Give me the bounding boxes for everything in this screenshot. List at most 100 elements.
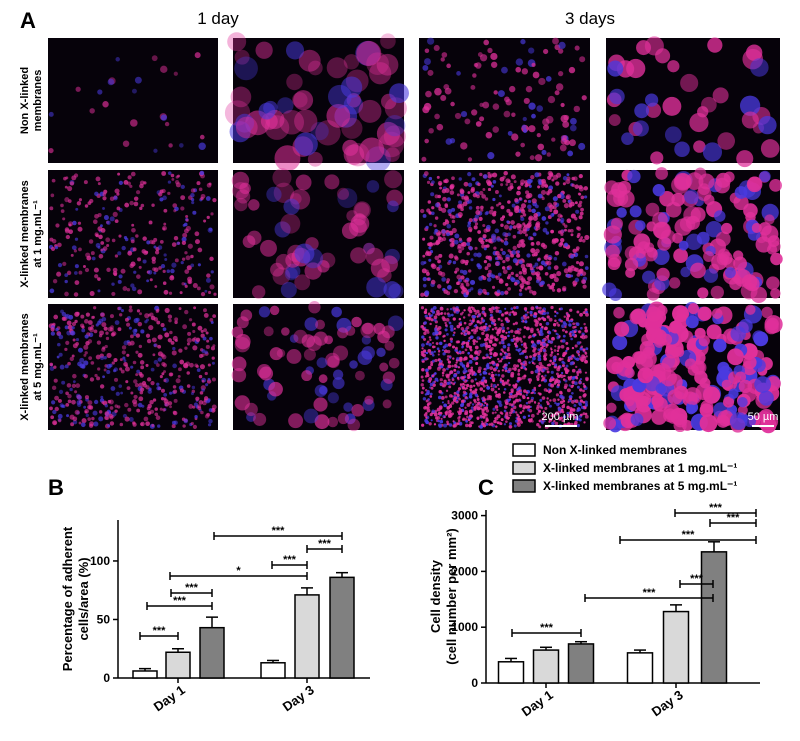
- cell: [546, 401, 549, 404]
- cell: [75, 383, 80, 388]
- cell: [541, 150, 546, 155]
- cell: [567, 151, 573, 157]
- cell: [428, 377, 432, 381]
- legend-swatch: [513, 480, 535, 492]
- cell: [83, 360, 88, 365]
- cell: [458, 212, 463, 217]
- cell: [461, 351, 464, 354]
- cell: [556, 271, 561, 276]
- cell: [581, 345, 584, 348]
- cell: [427, 181, 430, 184]
- cell: [491, 383, 493, 385]
- cell: [170, 275, 174, 279]
- cell: [747, 177, 763, 193]
- cell: [502, 176, 505, 179]
- cell: [89, 239, 93, 243]
- cell: [558, 42, 565, 49]
- cell: [476, 121, 482, 127]
- cell: [518, 370, 520, 372]
- cell: [52, 239, 56, 243]
- significance-label: ***: [540, 622, 554, 634]
- cell: [134, 318, 139, 323]
- cell: [435, 331, 439, 335]
- cell: [164, 402, 169, 407]
- cell: [169, 292, 172, 295]
- cell: [155, 250, 159, 254]
- cell: [523, 344, 527, 348]
- cell: [234, 57, 258, 81]
- cell: [508, 331, 511, 334]
- cell: [529, 382, 531, 384]
- cell: [442, 368, 446, 372]
- cell: [459, 177, 462, 180]
- cell: [436, 380, 438, 382]
- cell: [123, 140, 129, 146]
- cell: [140, 387, 144, 391]
- cell: [429, 236, 433, 240]
- cell: [209, 337, 213, 341]
- cell: [496, 363, 499, 366]
- cell: [446, 375, 450, 379]
- cell: [135, 373, 138, 376]
- cell: [580, 378, 582, 380]
- cell: [167, 269, 171, 273]
- cell: [92, 316, 95, 319]
- cell: [546, 397, 548, 399]
- cell: [512, 204, 516, 208]
- cell: [97, 89, 102, 94]
- cell: [191, 392, 194, 395]
- cell: [424, 58, 431, 65]
- cell: [489, 348, 492, 351]
- cell: [616, 360, 632, 376]
- cell: [111, 386, 116, 391]
- cell: [536, 280, 540, 284]
- cell: [553, 202, 557, 206]
- significance-label: ***: [318, 538, 332, 550]
- cell: [468, 424, 472, 428]
- cell: [197, 287, 201, 291]
- cell: [77, 362, 82, 367]
- cell: [473, 315, 476, 318]
- cell: [169, 392, 172, 395]
- cell: [84, 411, 87, 414]
- cell: [646, 306, 661, 321]
- cell: [570, 274, 573, 277]
- cell: [488, 373, 491, 376]
- cell: [526, 394, 528, 396]
- cell: [456, 325, 460, 329]
- cell: [102, 101, 108, 107]
- bar: [261, 663, 285, 678]
- cell: [338, 413, 349, 424]
- cell: [93, 421, 98, 426]
- y-tick-label: 0: [103, 671, 110, 685]
- cell: [100, 312, 105, 317]
- cell: [134, 202, 139, 207]
- significance-label: ***: [682, 529, 696, 541]
- cell: [469, 393, 472, 396]
- cell: [486, 179, 491, 184]
- cell: [570, 118, 577, 125]
- cell: [81, 329, 85, 333]
- cell: [491, 361, 495, 365]
- cell: [160, 408, 163, 411]
- cell: [164, 397, 167, 400]
- cell: [606, 403, 616, 413]
- cell: [129, 306, 132, 309]
- cell: [544, 388, 548, 392]
- cell: [102, 375, 105, 378]
- cell: [453, 317, 456, 320]
- cell: [495, 366, 498, 369]
- cell: [100, 396, 103, 399]
- cell: [55, 328, 58, 331]
- cell: [142, 236, 146, 240]
- cell: [479, 387, 483, 391]
- cell: [686, 172, 704, 190]
- cell: [64, 280, 67, 283]
- cell: [569, 309, 572, 312]
- cell: [536, 321, 539, 324]
- cell: [452, 215, 456, 219]
- cell: [445, 328, 448, 331]
- cell: [192, 345, 197, 350]
- cell: [518, 415, 520, 417]
- cell: [424, 357, 427, 360]
